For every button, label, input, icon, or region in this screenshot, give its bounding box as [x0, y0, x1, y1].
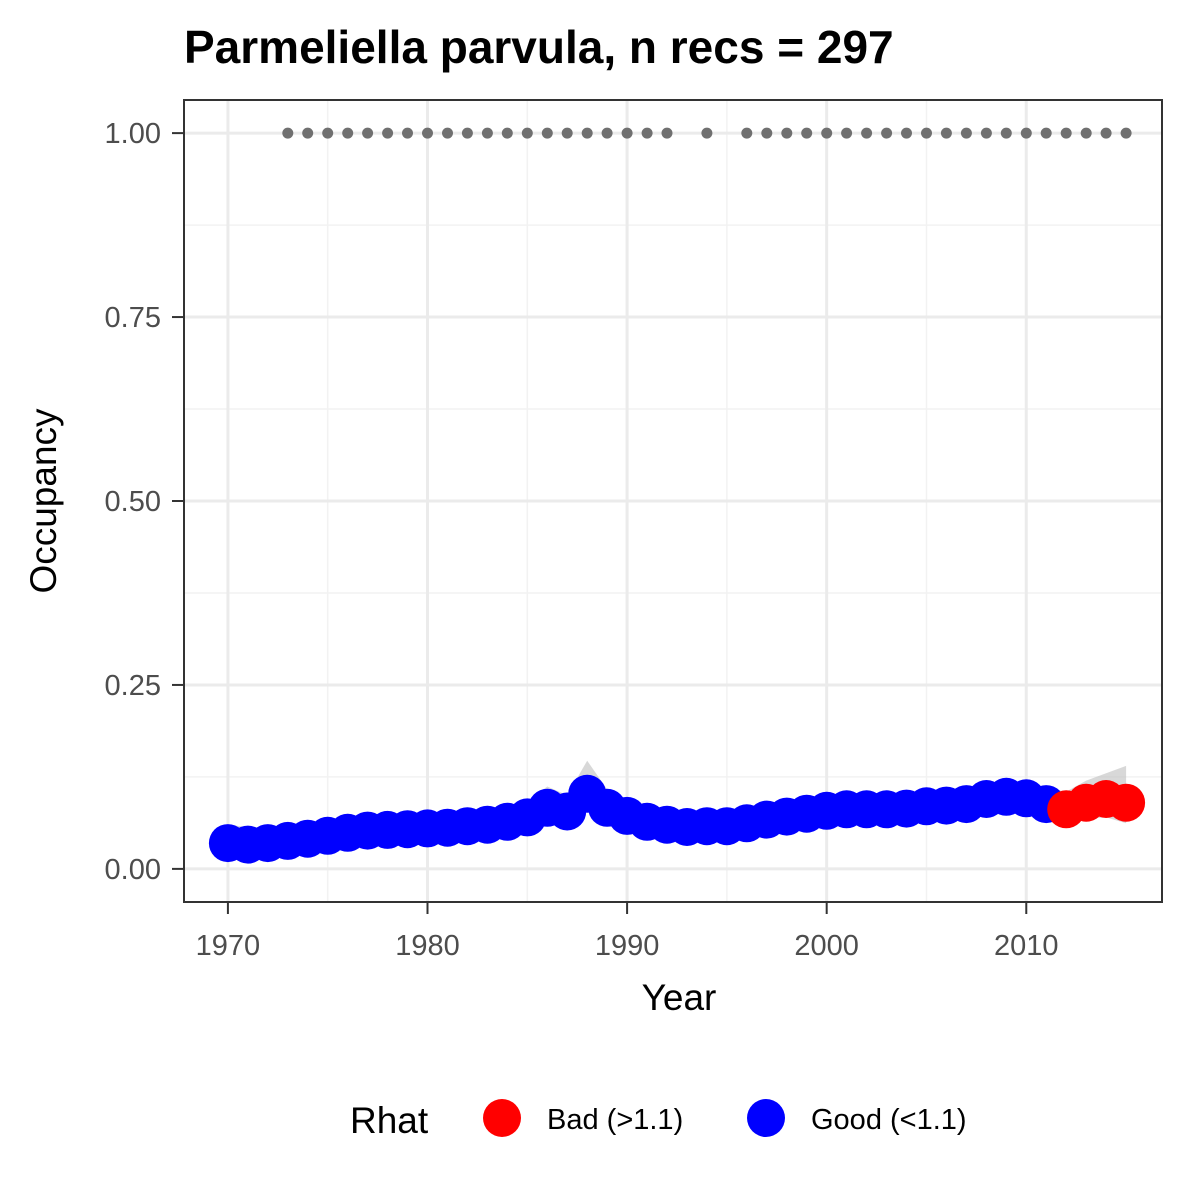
y-tick-label: 0.50	[105, 486, 161, 518]
record-dot	[621, 127, 633, 139]
record-dot	[861, 127, 873, 139]
x-tick-label: 1970	[196, 930, 261, 962]
x-tick-label: 2000	[794, 930, 859, 962]
record-dot	[322, 127, 334, 139]
record-year-dots	[282, 127, 1132, 139]
record-dot	[302, 127, 314, 139]
record-dot	[921, 127, 932, 139]
x-tick-label: 1980	[395, 930, 460, 962]
legend-key-bad	[483, 1099, 521, 1137]
record-dot	[1100, 127, 1112, 139]
record-dot	[641, 127, 653, 139]
record-dot	[701, 127, 713, 139]
record-dot	[442, 127, 453, 139]
record-dot	[561, 127, 573, 139]
x-axis-title: Year	[642, 977, 717, 1018]
record-dot	[960, 127, 972, 139]
record-dot	[1080, 127, 1092, 139]
record-dot	[801, 127, 813, 139]
record-dot	[1000, 127, 1012, 139]
record-dot	[422, 127, 433, 139]
legend-key-good	[747, 1099, 785, 1137]
y-tick-label: 1.00	[105, 118, 161, 150]
record-dot	[841, 127, 853, 139]
record-dot	[901, 127, 912, 139]
record-dot	[940, 127, 952, 139]
data-point	[1107, 783, 1146, 822]
record-dot	[362, 127, 374, 139]
record-dot	[461, 127, 473, 139]
record-dot	[282, 127, 294, 139]
record-dot	[342, 127, 354, 139]
record-dot	[541, 127, 553, 139]
axes: 1970 1980 1990 2000 2010 0.00 0.25 0.50 0.75 1.00	[105, 118, 1059, 962]
record-dot	[382, 127, 394, 139]
record-dot	[581, 127, 593, 139]
record-dot	[501, 127, 513, 139]
legend: Rhat Bad (>1.1) Good (<1.1)	[350, 1099, 967, 1141]
record-dot	[781, 127, 793, 139]
record-dot	[980, 127, 992, 139]
record-dot	[741, 127, 753, 139]
grid	[184, 100, 1162, 902]
record-dot	[661, 127, 673, 139]
legend-label-bad: Bad (>1.1)	[547, 1104, 683, 1136]
record-dot	[601, 127, 613, 139]
legend-label-good: Good (<1.1)	[811, 1104, 967, 1136]
y-tick-label: 0.75	[105, 302, 161, 334]
y-tick-label: 0.00	[105, 854, 161, 886]
record-dot	[881, 127, 893, 139]
legend-title: Rhat	[350, 1100, 429, 1141]
record-dot	[402, 127, 413, 139]
record-dot	[1020, 127, 1032, 139]
record-dot	[521, 127, 533, 139]
x-tick-label: 1990	[595, 930, 660, 962]
record-dot	[1060, 127, 1072, 139]
record-dot	[821, 127, 833, 139]
x-tick-label: 2010	[994, 930, 1059, 962]
record-dot	[1120, 127, 1132, 139]
record-dot	[761, 127, 773, 139]
chart-title: Parmeliella parvula, n recs = 297	[184, 21, 894, 73]
y-axis-title: Occupancy	[23, 408, 64, 594]
record-dot	[481, 127, 493, 139]
occupancy-points	[208, 774, 1146, 864]
record-dot	[1040, 127, 1052, 139]
y-tick-label: 0.25	[105, 670, 161, 702]
